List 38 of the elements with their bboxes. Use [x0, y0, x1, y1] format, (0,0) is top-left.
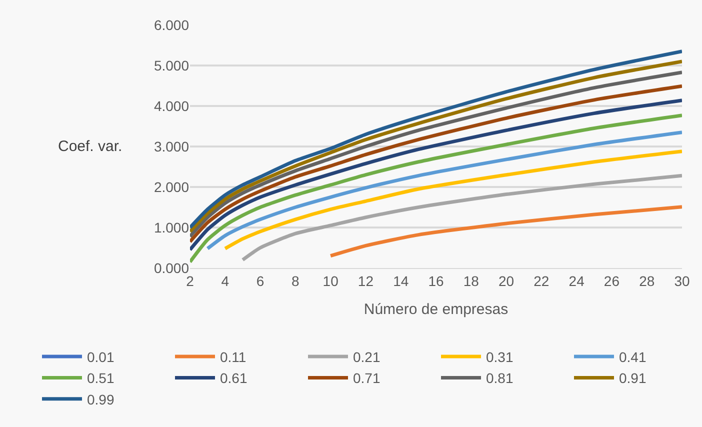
legend-label: 0.41 [619, 348, 646, 365]
x-tick-label: 14 [393, 272, 409, 289]
line-series [240, 174, 682, 262]
legend-label: 0.91 [619, 370, 646, 386]
legend-label: 0.81 [486, 370, 514, 386]
y-axis-title: Coef. var. [58, 138, 122, 155]
line-series [223, 150, 682, 250]
x-tick-label: 30 [674, 272, 690, 289]
line-series [206, 130, 682, 250]
legend-label: 0.11 [220, 348, 246, 365]
legend-label: 0.99 [87, 391, 114, 408]
line-series [328, 205, 682, 258]
legend-label: 0.21 [353, 348, 380, 365]
x-tick-label: 6 [256, 272, 264, 289]
x-tick-label: 24 [568, 272, 585, 289]
line-series [190, 114, 682, 264]
legend-label: 0.31 [486, 348, 514, 365]
x-tick-label: 10 [322, 272, 339, 289]
y-tick-label: 1.000 [154, 219, 190, 236]
x-tick-label: 4 [221, 272, 230, 289]
legend-label: 0.51 [87, 370, 114, 386]
x-tick-label: 28 [639, 272, 655, 289]
x-tick-label: 22 [534, 272, 550, 289]
x-axis-title: Número de empresas [364, 300, 508, 318]
x-tick-label: 26 [604, 272, 620, 289]
x-tick-label: 12 [358, 272, 374, 289]
x-tick-label: 20 [498, 272, 514, 289]
y-tick-label: 4.000 [154, 98, 190, 114]
y-tick-label: 2.000 [154, 178, 190, 195]
legend-label: 0.61 [220, 370, 248, 386]
x-tick-label: 8 [292, 272, 300, 289]
x-tick-label: 18 [463, 272, 480, 289]
x-tick-label: 16 [428, 272, 444, 289]
y-tick-label: 6.000 [154, 16, 190, 33]
y-tick-label: 5.000 [154, 57, 190, 74]
legend-label: 0.71 [353, 370, 380, 386]
legend-label: 0.01 [87, 348, 114, 365]
y-tick-label: 3.000 [154, 138, 190, 154]
